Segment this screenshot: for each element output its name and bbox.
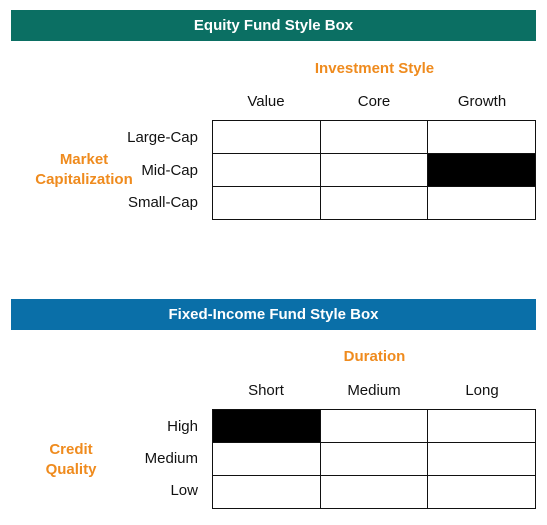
equity-cell-small-cap-value: [213, 187, 321, 220]
fixed-income-cell-medium-long: [428, 443, 536, 476]
equity-cell-small-cap-growth: [428, 187, 536, 220]
credit-quality-axis-title: Credit Quality: [11, 440, 131, 480]
equity-style-box-banner: Equity Fund Style Box: [11, 10, 536, 41]
equity-column-label-value: Value: [247, 93, 285, 110]
fixed-income-cell-low-medium: [320, 476, 429, 509]
fixed-income-style-box-banner: Fixed-Income Fund Style Box: [11, 299, 536, 330]
fixed-income-cell-low-long: [428, 476, 536, 509]
fixed-income-column-label-medium: Medium: [347, 382, 401, 399]
market-capitalization-title-line2: Capitalization: [35, 171, 133, 188]
equity-cell-large-cap-growth: [428, 121, 536, 154]
equity-cell-mid-cap-growth: [428, 154, 536, 187]
credit-quality-title-line2: Quality: [45, 461, 97, 478]
equity-cell-large-cap-value: [213, 121, 321, 154]
equity-column-label-growth: Growth: [457, 93, 507, 110]
duration-axis-title: Duration: [343, 348, 406, 365]
fixed-income-row-label-high: High: [167, 418, 198, 435]
equity-cell-small-cap-core: [320, 187, 429, 220]
fixed-income-cell-low-short: [213, 476, 321, 509]
equity-style-grid: [212, 120, 536, 220]
equity-row-label-large-cap: Large-Cap: [127, 129, 198, 146]
fixed-income-column-label-long: Long: [465, 382, 499, 399]
market-capitalization-axis-title: Market Capitalization: [24, 150, 144, 190]
fixed-income-cell-high-short: [213, 410, 321, 443]
investment-style-axis-title: Investment Style: [314, 60, 435, 77]
equity-row-label-mid-cap: Mid-Cap: [141, 162, 198, 179]
credit-quality-title-line1: Credit: [49, 441, 93, 458]
fixed-income-style-grid: [212, 409, 536, 509]
equity-column-label-core: Core: [357, 93, 391, 110]
fixed-income-cell-medium-short: [213, 443, 321, 476]
equity-cell-mid-cap-value: [213, 154, 321, 187]
market-capitalization-title-line1: Market: [59, 151, 109, 168]
equity-cell-large-cap-core: [320, 121, 429, 154]
fixed-income-cell-high-long: [428, 410, 536, 443]
fixed-income-column-label-short: Short: [248, 382, 284, 399]
fixed-income-style-box-title: Fixed-Income Fund Style Box: [168, 306, 379, 323]
fixed-income-row-label-low: Low: [170, 482, 198, 499]
fixed-income-row-label-medium: Medium: [144, 450, 198, 467]
equity-cell-mid-cap-core: [320, 154, 429, 187]
equity-row-label-small-cap: Small-Cap: [127, 194, 198, 211]
fixed-income-cell-medium-medium: [320, 443, 429, 476]
equity-style-box-title: Equity Fund Style Box: [193, 17, 354, 34]
fixed-income-cell-high-medium: [320, 410, 429, 443]
